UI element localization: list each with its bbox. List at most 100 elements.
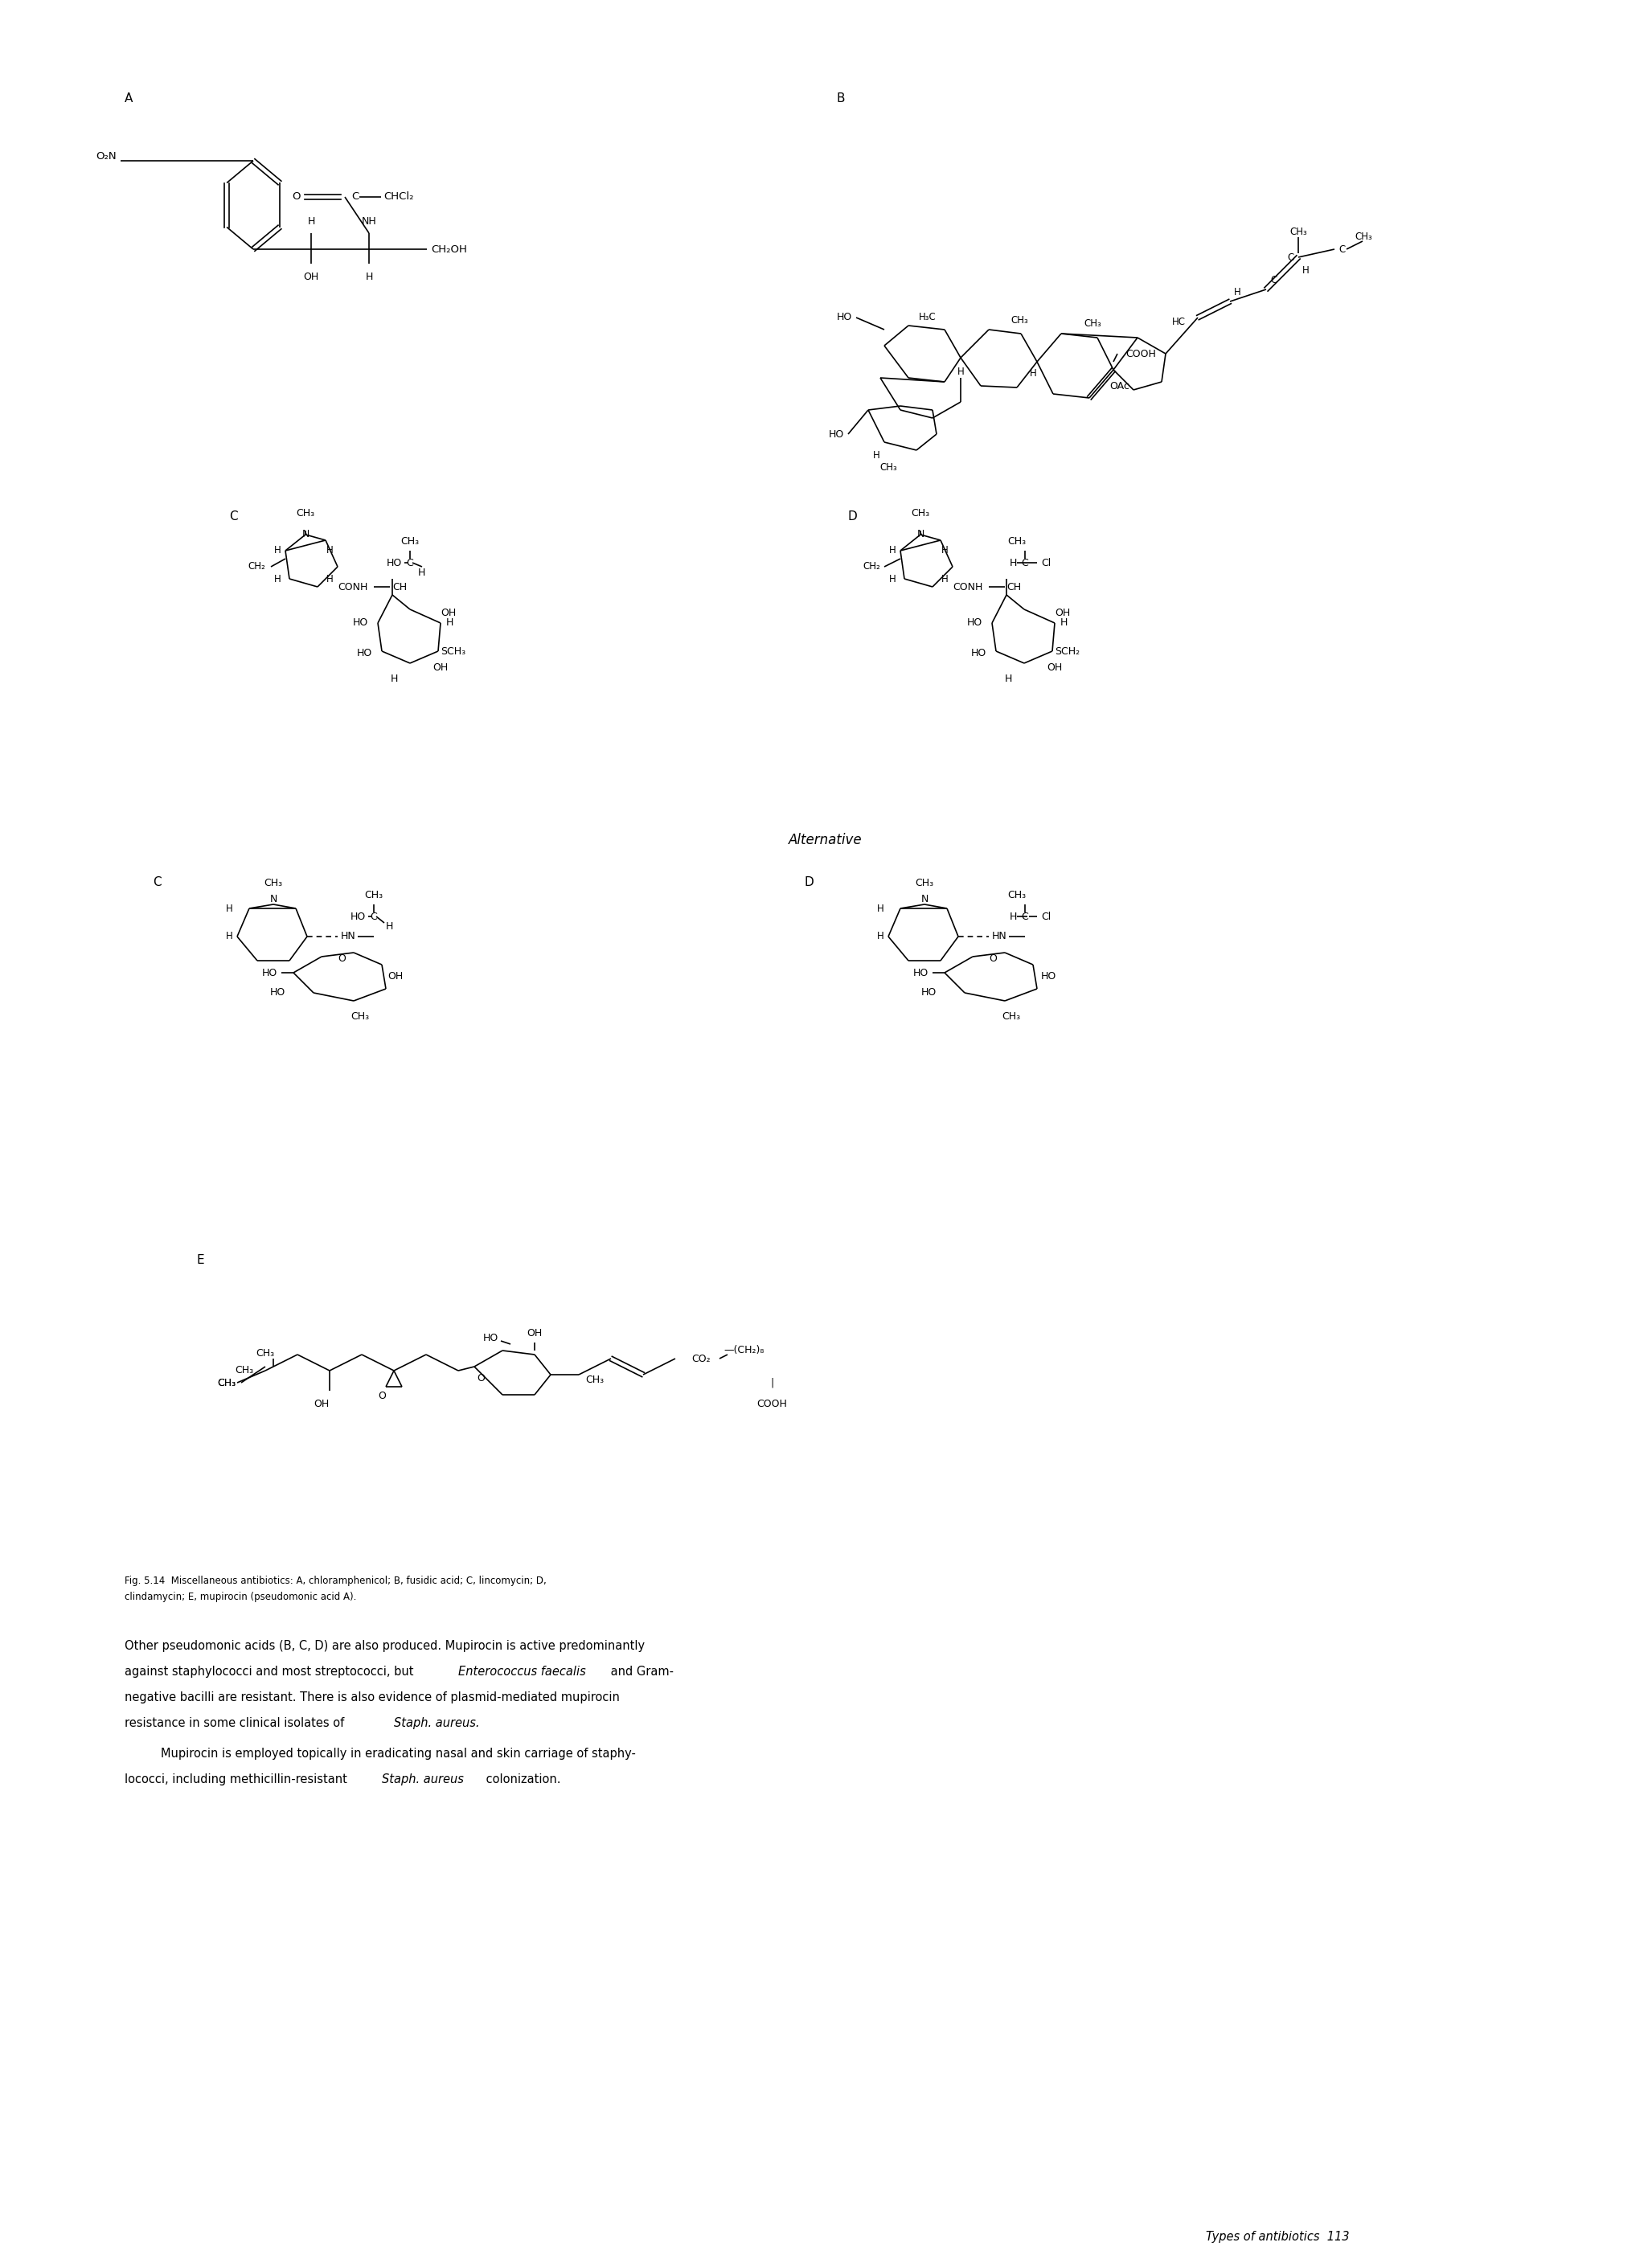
Text: C: C (406, 558, 413, 569)
Text: Mupirocin is employed topically in eradicating nasal and skin carriage of staphy: Mupirocin is employed topically in eradi… (160, 1748, 636, 1759)
Text: O: O (990, 952, 996, 963)
Text: HN: HN (991, 932, 1008, 941)
Text: Types of antibiotics  113: Types of antibiotics 113 (1206, 2231, 1350, 2242)
Text: Staph. aureus: Staph. aureus (382, 1773, 464, 1786)
Text: CONH: CONH (953, 583, 983, 592)
Text: HO: HO (357, 648, 372, 657)
Text: H: H (387, 920, 393, 932)
Text: NH: NH (362, 215, 377, 227)
Text: H: H (872, 451, 881, 460)
Text: N: N (302, 530, 309, 540)
Text: HC: HC (1171, 317, 1186, 326)
Text: CHCl₂: CHCl₂ (383, 193, 413, 202)
Text: HO: HO (482, 1333, 499, 1344)
Text: O: O (292, 193, 301, 202)
Text: CO₂: CO₂ (691, 1353, 710, 1365)
Text: H: H (226, 902, 233, 914)
Text: Alternative: Alternative (788, 832, 862, 848)
Text: CH₃: CH₃ (1084, 317, 1102, 329)
Text: CH₃: CH₃ (879, 462, 897, 474)
Text: H: H (1302, 265, 1310, 277)
Text: H: H (226, 932, 233, 941)
Text: HO: HO (387, 558, 401, 569)
Text: resistance in some clinical isolates of: resistance in some clinical isolates of (124, 1716, 349, 1730)
Text: H: H (365, 272, 373, 281)
Text: H: H (1234, 288, 1241, 297)
Text: E: E (197, 1254, 205, 1267)
Text: HO: HO (971, 648, 986, 657)
Text: H: H (1061, 619, 1067, 628)
Text: O: O (378, 1390, 387, 1401)
Text: HO: HO (829, 428, 844, 440)
Text: Other pseudomonic acids (B, C, D) are also produced. Mupirocin is active predomi: Other pseudomonic acids (B, C, D) are al… (124, 1639, 644, 1653)
Text: CH₃: CH₃ (1003, 1011, 1021, 1022)
Text: CH₃: CH₃ (1355, 231, 1373, 243)
Text: SCH₃: SCH₃ (441, 646, 466, 657)
Text: HN: HN (340, 932, 355, 941)
Text: OH: OH (314, 1399, 329, 1410)
Text: lococci, including methicillin-resistant: lococci, including methicillin-resistant (124, 1773, 350, 1786)
Text: HO: HO (914, 968, 928, 977)
Text: H: H (889, 574, 897, 585)
Text: H: H (1029, 370, 1036, 379)
Text: C: C (1338, 245, 1345, 254)
Text: OH: OH (433, 662, 448, 673)
Text: H: H (390, 673, 398, 685)
Text: CH₃: CH₃ (216, 1378, 236, 1387)
Text: Staph. aureus.: Staph. aureus. (393, 1716, 479, 1730)
Text: C: C (230, 510, 238, 521)
Text: CH₃: CH₃ (365, 891, 383, 900)
Text: Enterococcus faecalis: Enterococcus faecalis (458, 1666, 586, 1678)
Text: SCH₂: SCH₂ (1054, 646, 1080, 657)
Text: CH: CH (392, 583, 406, 592)
Text: N: N (917, 530, 923, 540)
Text: O: O (337, 952, 345, 963)
Text: CH₃: CH₃ (912, 508, 930, 519)
Text: C: C (1021, 911, 1029, 923)
Text: CH₃: CH₃ (235, 1365, 253, 1376)
Text: H: H (446, 619, 454, 628)
Text: CH₃: CH₃ (1008, 537, 1026, 546)
Text: N: N (920, 893, 928, 905)
Text: B: B (836, 93, 844, 104)
Text: OH: OH (304, 272, 319, 281)
Text: H: H (957, 367, 965, 376)
Text: negative bacilli are resistant. There is also evidence of plasmid-mediated mupir: negative bacilli are resistant. There is… (124, 1691, 620, 1703)
Text: CONH: CONH (337, 583, 368, 592)
Text: N: N (269, 893, 278, 905)
Text: C: C (1021, 558, 1029, 569)
Text: H: H (877, 902, 884, 914)
Text: CH₃: CH₃ (216, 1378, 236, 1387)
Text: CH₂OH: CH₂OH (431, 245, 468, 254)
Text: HO: HO (354, 619, 368, 628)
Text: H: H (877, 932, 884, 941)
Text: H: H (274, 546, 281, 555)
Text: HO: HO (269, 988, 286, 997)
Text: HO: HO (922, 988, 937, 997)
Text: CH₃: CH₃ (401, 537, 420, 546)
Text: C: C (1287, 252, 1294, 263)
Text: O: O (477, 1374, 484, 1383)
Text: CH₃: CH₃ (915, 877, 933, 889)
Text: H: H (327, 574, 334, 585)
Text: CH₃: CH₃ (350, 1011, 370, 1022)
Text: HO: HO (350, 911, 365, 923)
Text: CH₃: CH₃ (256, 1349, 274, 1358)
Text: H: H (942, 574, 948, 585)
Text: CH₃: CH₃ (1008, 891, 1026, 900)
Text: H: H (1009, 911, 1018, 923)
Text: |: | (770, 1378, 773, 1387)
Text: CH₃: CH₃ (585, 1374, 605, 1385)
Text: Fig. 5.14  Miscellaneous antibiotics: A, chloramphenicol; B, fusidic acid; C, li: Fig. 5.14 Miscellaneous antibiotics: A, … (124, 1576, 547, 1587)
Text: H: H (307, 215, 316, 227)
Text: D: D (847, 510, 857, 521)
Text: OH: OH (441, 608, 456, 619)
Text: H: H (942, 546, 948, 555)
Text: H: H (1009, 558, 1018, 569)
Text: —(CH₂)₈: —(CH₂)₈ (724, 1344, 763, 1356)
Text: OH: OH (1054, 608, 1070, 619)
Text: H: H (418, 567, 426, 578)
Text: H: H (889, 546, 897, 555)
Text: H₃C: H₃C (919, 313, 937, 322)
Text: colonization.: colonization. (482, 1773, 560, 1786)
